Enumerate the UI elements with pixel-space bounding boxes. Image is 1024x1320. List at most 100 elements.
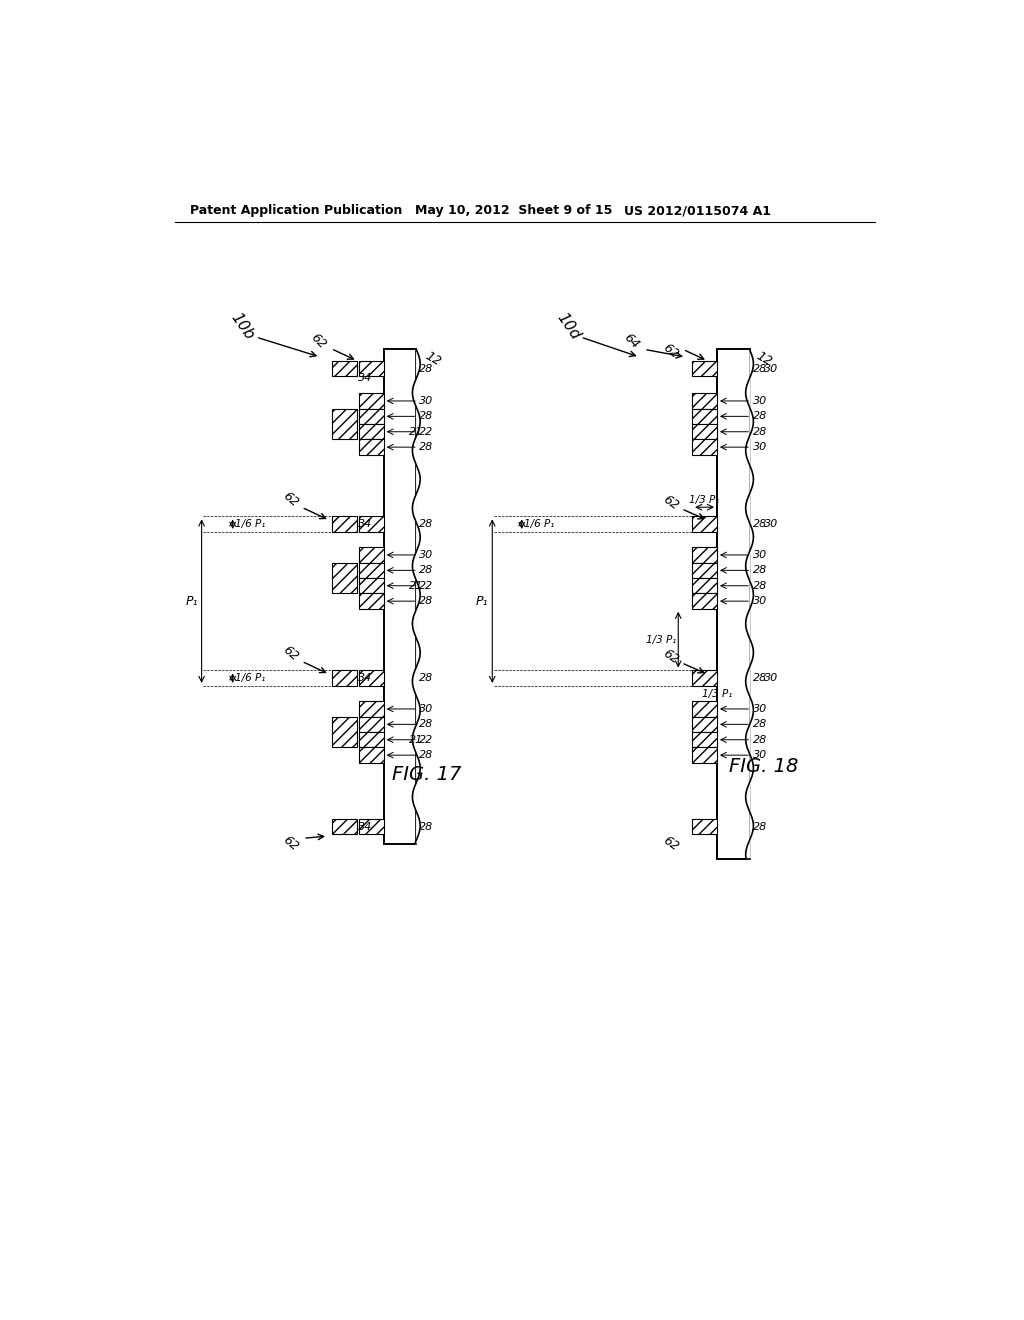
- Text: 28: 28: [753, 412, 767, 421]
- Text: 34: 34: [358, 519, 373, 529]
- Text: 12: 12: [755, 348, 774, 368]
- Bar: [359, 818, 384, 834]
- Bar: [359, 548, 384, 562]
- Bar: [332, 818, 356, 834]
- Text: 21: 21: [409, 426, 423, 437]
- Text: 62: 62: [307, 331, 328, 352]
- Text: FIG. 18: FIG. 18: [729, 758, 798, 776]
- Bar: [359, 360, 384, 376]
- Bar: [332, 516, 356, 532]
- Text: 28: 28: [420, 750, 433, 760]
- Bar: [359, 424, 384, 440]
- Bar: [692, 671, 717, 686]
- Text: 64: 64: [622, 331, 642, 352]
- Text: P₁: P₁: [476, 594, 488, 607]
- Text: 28: 28: [420, 565, 433, 576]
- Bar: [332, 717, 356, 747]
- Text: 28: 28: [420, 822, 433, 832]
- Text: 21: 21: [409, 581, 423, 591]
- Bar: [332, 671, 356, 686]
- Bar: [359, 409, 384, 424]
- Bar: [692, 548, 717, 562]
- Text: 12: 12: [423, 348, 442, 368]
- Text: 1/3 P₁: 1/3 P₁: [645, 635, 676, 644]
- Text: 28: 28: [420, 442, 433, 453]
- Bar: [359, 733, 384, 747]
- Text: 30: 30: [764, 673, 778, 684]
- Bar: [692, 409, 717, 424]
- Bar: [717, 350, 750, 859]
- Text: Patent Application Publication: Patent Application Publication: [190, 205, 402, 218]
- Text: 34: 34: [358, 673, 373, 684]
- Text: 62: 62: [660, 834, 681, 854]
- Text: 22: 22: [420, 581, 433, 591]
- Text: 28: 28: [420, 363, 433, 374]
- Text: FIG. 17: FIG. 17: [391, 764, 461, 784]
- Text: 28: 28: [420, 673, 433, 684]
- Text: 28: 28: [420, 519, 433, 529]
- Bar: [359, 516, 384, 532]
- Text: 30: 30: [753, 396, 767, 407]
- Bar: [692, 818, 717, 834]
- Bar: [359, 562, 384, 578]
- Text: 28: 28: [420, 412, 433, 421]
- Text: 62: 62: [281, 490, 301, 510]
- Text: US 2012/0115074 A1: US 2012/0115074 A1: [624, 205, 771, 218]
- Text: 30: 30: [753, 597, 767, 606]
- Text: May 10, 2012  Sheet 9 of 15: May 10, 2012 Sheet 9 of 15: [415, 205, 612, 218]
- Bar: [332, 360, 356, 376]
- Bar: [359, 594, 384, 609]
- Bar: [692, 516, 717, 532]
- Text: 22: 22: [420, 735, 433, 744]
- Bar: [692, 360, 717, 376]
- Text: 62: 62: [660, 341, 681, 360]
- Bar: [692, 733, 717, 747]
- Text: 30: 30: [753, 750, 767, 760]
- Bar: [692, 594, 717, 609]
- Text: 21: 21: [409, 735, 423, 744]
- Bar: [692, 393, 717, 409]
- Text: 30: 30: [420, 550, 433, 560]
- Bar: [692, 578, 717, 594]
- Text: 28: 28: [753, 822, 767, 832]
- Text: 30: 30: [753, 704, 767, 714]
- Text: 22: 22: [420, 426, 433, 437]
- Text: 62: 62: [281, 643, 301, 664]
- Text: 30: 30: [753, 442, 767, 453]
- Text: 1/3 P₁: 1/3 P₁: [701, 689, 732, 698]
- Text: 62: 62: [281, 833, 301, 854]
- Text: 34: 34: [358, 822, 373, 832]
- Text: 62: 62: [660, 647, 681, 667]
- Bar: [692, 701, 717, 717]
- Text: 1/3 P₁: 1/3 P₁: [689, 495, 720, 504]
- Text: 30: 30: [764, 519, 778, 529]
- Bar: [359, 578, 384, 594]
- Text: P₁: P₁: [185, 594, 198, 607]
- Text: 28: 28: [753, 426, 767, 437]
- Text: 10d: 10d: [554, 310, 583, 342]
- Bar: [692, 747, 717, 763]
- Text: 28: 28: [753, 719, 767, 730]
- Bar: [692, 717, 717, 733]
- Text: 30: 30: [420, 704, 433, 714]
- Bar: [384, 350, 417, 843]
- Text: 62: 62: [660, 492, 681, 512]
- Bar: [692, 424, 717, 440]
- Bar: [692, 562, 717, 578]
- Text: 28: 28: [420, 719, 433, 730]
- Text: 30: 30: [764, 363, 778, 374]
- Text: 28: 28: [753, 519, 767, 529]
- Text: 28: 28: [753, 673, 767, 684]
- Text: 10b: 10b: [228, 310, 257, 342]
- Text: 30: 30: [420, 396, 433, 407]
- Text: 34: 34: [358, 372, 373, 383]
- Text: 30: 30: [753, 550, 767, 560]
- Bar: [359, 440, 384, 455]
- Text: 1/6 P₁: 1/6 P₁: [234, 673, 265, 684]
- Bar: [359, 701, 384, 717]
- Text: 28: 28: [753, 565, 767, 576]
- Text: 28: 28: [753, 363, 767, 374]
- Text: 28: 28: [753, 581, 767, 591]
- Bar: [359, 393, 384, 409]
- Bar: [359, 747, 384, 763]
